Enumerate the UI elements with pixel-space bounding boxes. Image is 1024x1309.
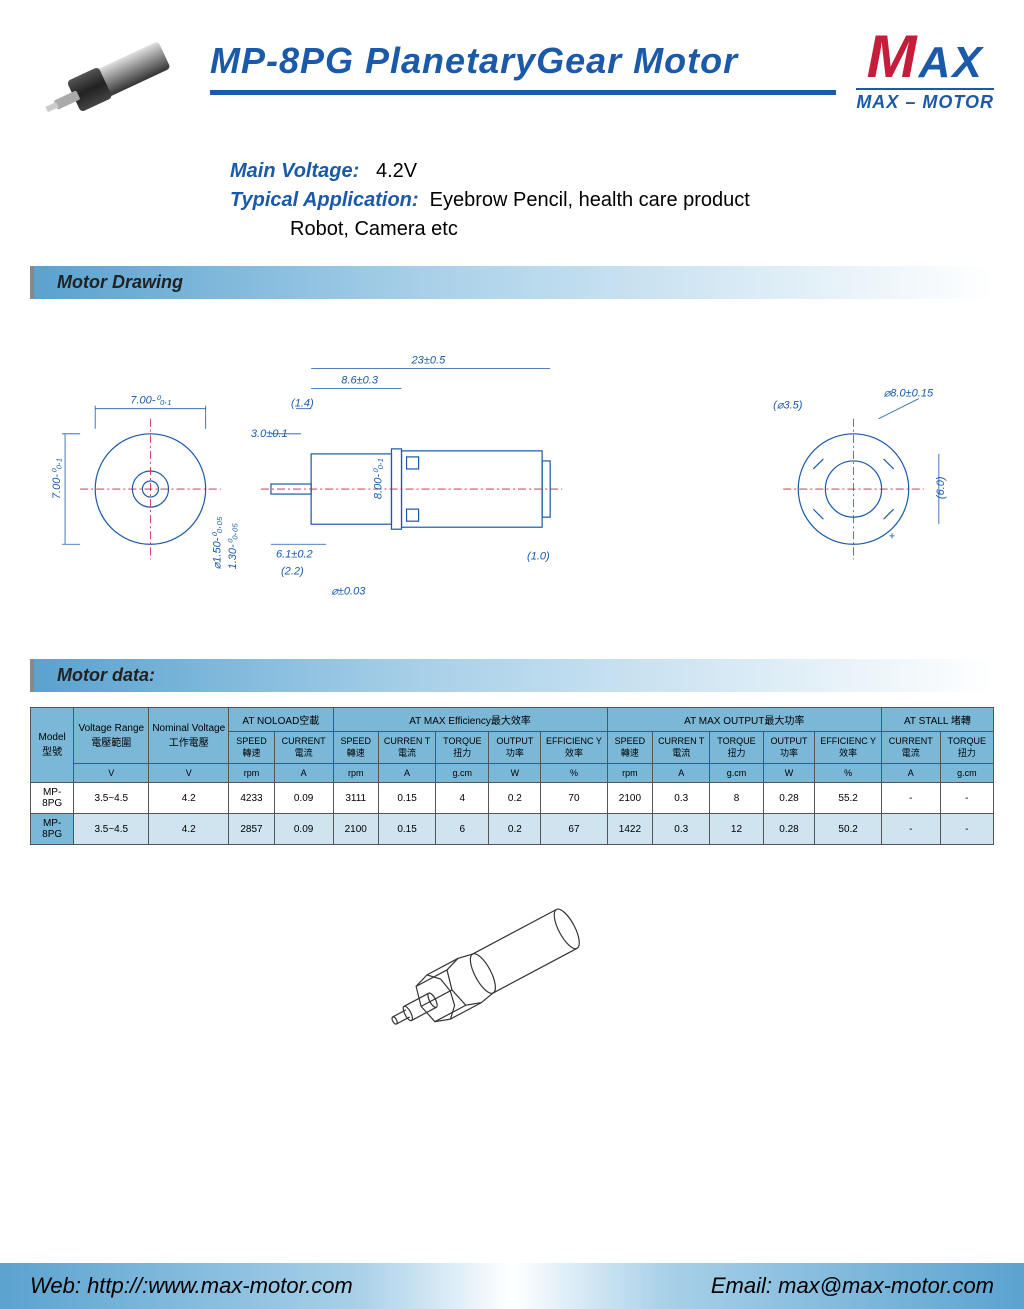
title-underline [210, 90, 836, 95]
svg-text:⌀8.0±0.15: ⌀8.0±0.15 [884, 388, 934, 400]
motor-data-table: Model 型號 Voltage Range 電壓範圍 Nominal Volt… [30, 707, 994, 845]
application-label: Typical Application: [230, 189, 419, 211]
logo-subtitle: MAX – MOTOR [856, 88, 994, 113]
section-data: Motor data: [30, 659, 994, 692]
specifications: Main Voltage: 4.2V Typical Application: … [230, 160, 994, 241]
title-area: MP-8PG PlanetaryGear Motor [210, 20, 836, 95]
header: MP-8PG PlanetaryGear Motor MAX MAX – MOT… [30, 20, 994, 140]
svg-text:(2.2): (2.2) [281, 565, 304, 577]
product-photo [30, 20, 190, 140]
email-link[interactable]: max@max-motor.com [778, 1273, 994, 1298]
page-title: MP-8PG PlanetaryGear Motor [210, 40, 836, 82]
col-vrange: Voltage Range 電壓範圍 [74, 708, 149, 764]
section-drawing: Motor Drawing [30, 266, 994, 299]
voltage-value: 4.2V [376, 160, 417, 182]
svg-text:7.00-⁰₀.₁: 7.00-⁰₀.₁ [130, 395, 171, 407]
col-maxeff: AT MAX Efficiency最大效率 [333, 708, 607, 732]
svg-text:(1.0): (1.0) [527, 550, 550, 562]
col-model: Model 型號 [31, 708, 74, 783]
svg-text:3.0±0.1: 3.0±0.1 [251, 428, 288, 440]
brand-logo: MAX MAX – MOTOR [856, 20, 994, 113]
application-value: Eyebrow Pencil, health care product [430, 189, 750, 211]
svg-text:+: + [889, 530, 896, 542]
svg-text:⌀1.50-⁰₀.₀₅: ⌀1.50-⁰₀.₀₅ [212, 516, 224, 570]
svg-text:23±0.5: 23±0.5 [411, 355, 447, 367]
isometric-drawing [372, 885, 652, 1065]
svg-text:6.1±0.2: 6.1±0.2 [276, 548, 313, 560]
technical-drawing: 7.00-⁰₀.₁ 7.00-⁰₀.₁ ⌀1.50-⁰₀.₀₅ 1.30-⁰₀.… [50, 329, 974, 629]
table-row: MP-8PG3.5~4.54.228570.0921000.1560.26714… [31, 814, 994, 845]
svg-text:(⌀3.5): (⌀3.5) [773, 400, 803, 412]
email-label: Email: [711, 1273, 778, 1298]
table-row: MP-8PG3.5~4.54.242330.0931110.1540.27021… [31, 783, 994, 814]
svg-text:1.30-⁰₀.₀₅: 1.30-⁰₀.₀₅ [227, 522, 239, 569]
svg-text:(1.4): (1.4) [291, 398, 314, 410]
col-stall: AT STALL 堵轉 [881, 708, 993, 732]
web-label: Web: [30, 1273, 87, 1298]
col-maxout: AT MAX OUTPUT最大功率 [607, 708, 881, 732]
svg-text:⌀±0.03: ⌀±0.03 [331, 586, 366, 598]
web-link[interactable]: http://:www.max-motor.com [87, 1273, 353, 1298]
svg-text:8.00-⁰₀.₁: 8.00-⁰₀.₁ [372, 458, 384, 499]
col-noload: AT NOLOAD空載 [229, 708, 333, 732]
col-nvolt: Nominal Voltage 工作電壓 [149, 708, 229, 764]
svg-text:8.6±0.3: 8.6±0.3 [341, 375, 379, 387]
footer: Web: http://:www.max-motor.com Email: ma… [0, 1263, 1024, 1309]
svg-text:(6.0): (6.0) [935, 476, 947, 499]
svg-text:7.00-⁰₀.₁: 7.00-⁰₀.₁ [51, 458, 63, 499]
application-cont: Robot, Camera etc [290, 218, 994, 241]
voltage-label: Main Voltage: [230, 160, 359, 182]
